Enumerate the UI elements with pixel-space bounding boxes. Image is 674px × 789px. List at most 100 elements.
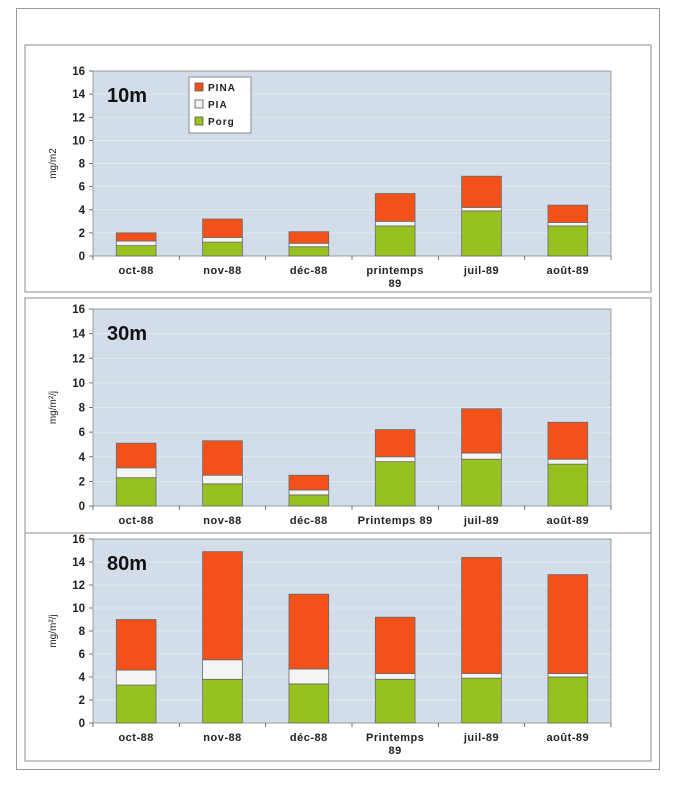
bar-pina xyxy=(374,429,416,458)
bar-pia xyxy=(288,489,330,496)
x-tick-label: 89 xyxy=(389,745,402,757)
panel-depth-label: 10m xyxy=(107,85,147,107)
bar-pina xyxy=(461,175,502,208)
bar-pia xyxy=(115,669,157,686)
x-tick-label: nov-88 xyxy=(203,515,241,527)
y-tick-label: 16 xyxy=(72,304,85,316)
bar-porg xyxy=(115,245,157,257)
y-tick-label: 2 xyxy=(79,228,85,240)
bar-pina xyxy=(461,408,502,454)
y-tick-label: 14 xyxy=(72,329,85,341)
y-tick-label: 10 xyxy=(72,603,85,615)
y-tick-label: 0 xyxy=(79,718,85,730)
bar-pina xyxy=(374,616,416,674)
x-tick-label: oct-88 xyxy=(118,732,153,744)
y-tick-label: 16 xyxy=(72,534,85,546)
bar-porg xyxy=(374,461,416,507)
x-tick-label: 89 xyxy=(389,278,402,290)
legend-label-pina: PINA xyxy=(208,83,236,94)
bar-pina xyxy=(202,440,243,476)
legend-label-pia: PIA xyxy=(208,100,228,111)
bar-pia xyxy=(374,673,416,680)
stacked-bar-charts: 0 2 4 6 8 10 12 14 16 mg/m2 10m oct-88 nov-88 déc-88 p… xyxy=(24,44,652,762)
bar-pia xyxy=(547,222,589,227)
bar-pia xyxy=(288,242,330,248)
y-tick-label: 6 xyxy=(79,427,85,439)
bar-pia xyxy=(547,458,589,465)
y-tick-label: 10 xyxy=(72,135,85,147)
y-axis-label: mg/m²/j xyxy=(48,614,59,647)
x-tick-label: déc-88 xyxy=(290,732,328,744)
y-tick-label: 8 xyxy=(79,403,86,415)
bar-porg xyxy=(288,683,330,724)
bar-pina xyxy=(288,474,330,491)
x-tick-label: Printemps 89 xyxy=(358,515,433,527)
y-tick-label: 2 xyxy=(79,476,85,488)
x-tick-label: juil-89 xyxy=(463,515,499,527)
bar-pia xyxy=(202,237,243,243)
y-tick-label: 12 xyxy=(72,353,85,365)
bar-porg xyxy=(202,678,243,724)
y-tick-label: 10 xyxy=(72,378,85,390)
bar-pina xyxy=(547,421,589,460)
panel-depth-label: 80m xyxy=(107,553,147,575)
bar-porg xyxy=(461,677,502,724)
x-tick-label: juil-89 xyxy=(463,265,499,277)
bar-pina xyxy=(461,557,502,674)
figure-frame: 0 2 4 6 8 10 12 14 16 mg/m2 10m oct-88 nov-88 déc-88 p… xyxy=(16,8,660,770)
y-tick-label: 14 xyxy=(72,89,85,101)
panel-depth-label: 30m xyxy=(107,323,147,345)
bar-porg xyxy=(374,678,416,724)
x-tick-label: oct-88 xyxy=(118,515,153,527)
bar-pia xyxy=(461,452,502,460)
x-tick-label: Printemps xyxy=(366,732,424,744)
bar-porg xyxy=(461,210,502,257)
bar-pina xyxy=(115,619,157,671)
y-tick-label: 0 xyxy=(79,501,85,513)
bar-porg xyxy=(202,483,243,507)
y-axis-label: mg/m²/j xyxy=(48,391,59,424)
legend-swatch-pia xyxy=(194,99,204,109)
bar-porg xyxy=(547,225,589,257)
bar-pia xyxy=(202,659,243,680)
bar-pia xyxy=(115,467,157,479)
x-tick-label: août-89 xyxy=(547,732,590,744)
bar-porg xyxy=(547,676,589,724)
y-axis-label: mg/m2 xyxy=(48,148,59,179)
bar-porg xyxy=(461,458,502,507)
chart-panel-10m: 0 2 4 6 8 10 12 14 16 mg/m2 10m oct-88 nov-88 déc-88 p… xyxy=(24,44,652,293)
y-tick-label: 8 xyxy=(79,626,86,638)
x-tick-label: déc-88 xyxy=(290,515,328,527)
y-tick-label: 4 xyxy=(79,452,86,464)
y-tick-label: 2 xyxy=(79,695,85,707)
x-tick-label: août-89 xyxy=(547,515,590,527)
x-tick-label: déc-88 xyxy=(290,265,328,277)
bar-pina xyxy=(547,204,589,223)
y-tick-label: 6 xyxy=(79,649,85,661)
bar-porg xyxy=(374,225,416,257)
bar-pina xyxy=(547,574,589,674)
y-tick-label: 0 xyxy=(79,251,85,263)
bar-pina xyxy=(115,442,157,469)
y-tick-label: 14 xyxy=(72,557,85,569)
chart-panel-30m: 0 2 4 6 8 10 12 14 16 mg/m²/j 30m oct-88 nov-88 déc-8… xyxy=(24,297,652,536)
bar-pia xyxy=(374,456,416,463)
x-tick-label: nov-88 xyxy=(203,265,241,277)
bar-pia xyxy=(461,207,502,212)
bar-porg xyxy=(115,477,157,507)
x-tick-label: nov-88 xyxy=(203,732,241,744)
legend-swatch-porg xyxy=(194,116,204,126)
bar-pia xyxy=(115,240,157,246)
bar-porg xyxy=(115,684,157,724)
bar-pia xyxy=(202,474,243,485)
bar-pina xyxy=(202,218,243,238)
legend-label-porg: Porg xyxy=(208,117,235,128)
bar-pia xyxy=(374,220,416,227)
bar-porg xyxy=(288,246,330,257)
y-tick-label: 8 xyxy=(79,159,86,171)
bar-pia xyxy=(547,673,589,678)
bar-pina xyxy=(202,551,243,661)
y-tick-label: 12 xyxy=(72,580,85,592)
bar-pina xyxy=(288,593,330,670)
x-tick-label: août-89 xyxy=(547,265,590,277)
